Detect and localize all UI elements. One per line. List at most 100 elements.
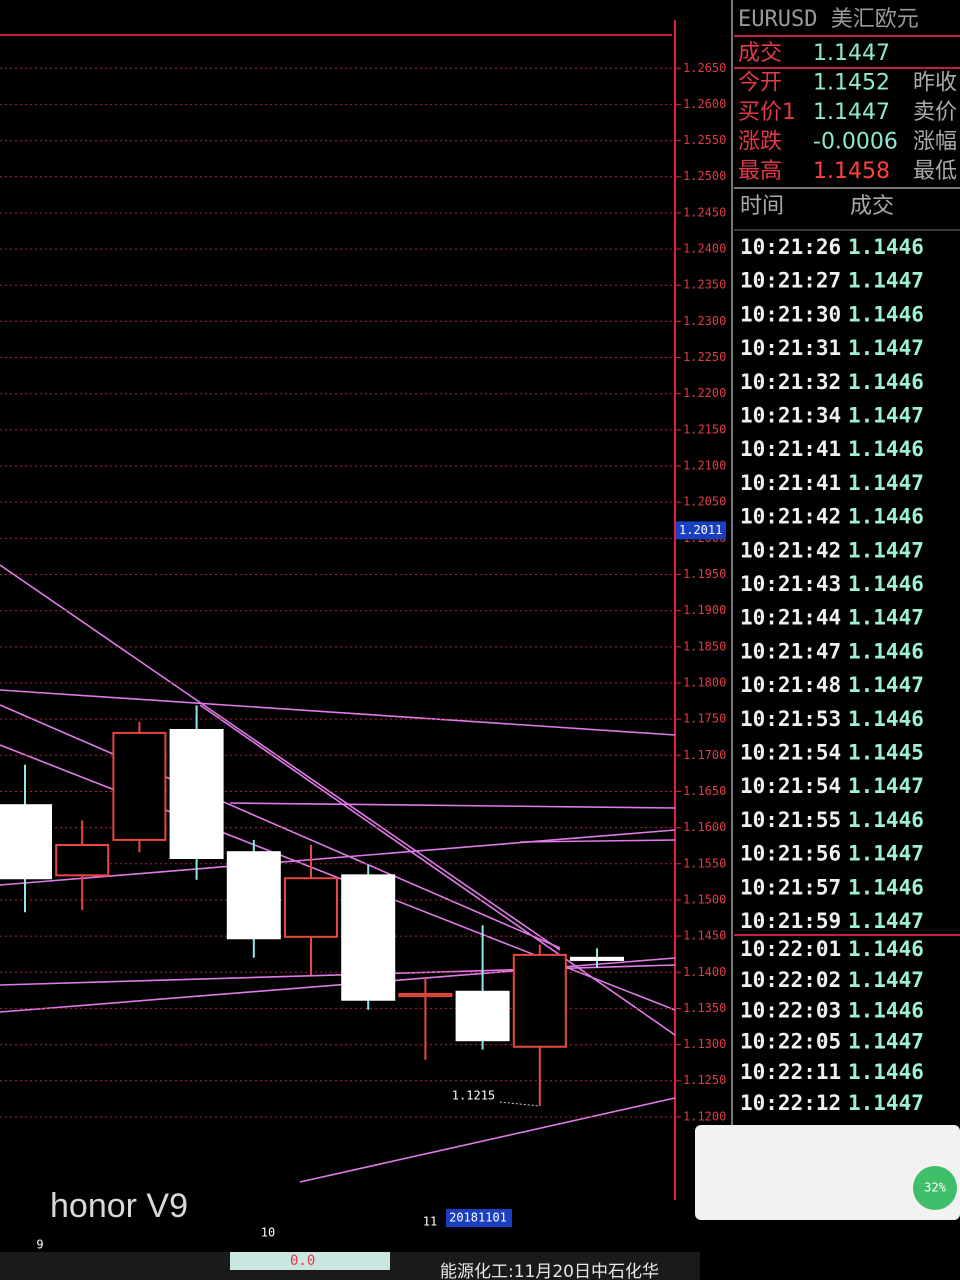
candle-body	[341, 874, 396, 1001]
popup	[695, 1125, 960, 1220]
y-tick-label: 1.1500	[683, 892, 726, 906]
y-tick-label: 1.1850	[683, 639, 726, 653]
tick-price: 1.1447	[848, 336, 924, 360]
tick-price: 1.1447	[848, 1029, 924, 1053]
tick-price: 1.1446	[848, 808, 924, 832]
tick-time: 10:22:11	[740, 1060, 841, 1084]
watermark: honor V9	[50, 1187, 188, 1225]
y-tick-label: 1.1600	[683, 820, 726, 834]
table-header: 成交	[850, 194, 894, 219]
y-tick-label: 1.2550	[683, 133, 726, 147]
candle-body	[398, 992, 453, 998]
tick-time: 10:21:43	[740, 572, 841, 596]
badge-text: 32%	[924, 1181, 946, 1195]
quote-value: 1.1447	[813, 100, 890, 125]
y-tick-label: 1.2650	[683, 61, 726, 75]
y-tick-label: 1.2450	[683, 205, 726, 219]
candle-body	[284, 877, 338, 938]
y-tick-label: 1.1650	[683, 784, 726, 798]
trend-line	[299, 1097, 676, 1183]
panel-title: EURUSD 美汇欧元	[738, 7, 919, 32]
tick-price: 1.1447	[848, 1091, 924, 1115]
y-tick-label: 1.1350	[683, 1001, 726, 1015]
y-tick-label: 1.2600	[683, 97, 726, 111]
tick-price: 1.1445	[848, 741, 924, 765]
tick-price: 1.1446	[848, 999, 924, 1023]
tick-time: 10:21:48	[740, 673, 841, 697]
tick-price: 1.1446	[848, 1060, 924, 1084]
x-tick-label: 10	[261, 1226, 275, 1240]
tick-price: 1.1447	[848, 269, 924, 293]
tick-price: 1.1447	[848, 673, 924, 697]
tick-time: 10:21:41	[740, 471, 841, 495]
quote-value: 1.1458	[813, 159, 890, 184]
y-tick-label: 1.2100	[683, 459, 726, 473]
tick-time: 10:21:54	[740, 774, 841, 798]
x-label-box	[446, 1209, 512, 1227]
tick-time: 10:21:41	[740, 437, 841, 461]
x-tick-label: 9	[36, 1238, 43, 1252]
y-tick-label: 1.2250	[683, 350, 726, 364]
trend-line	[229, 802, 676, 809]
last-price-box	[676, 521, 726, 540]
tick-price: 1.1447	[848, 471, 924, 495]
tick-time: 10:21:59	[740, 909, 841, 933]
quote-label: 最高	[738, 159, 782, 184]
y-tick-label: 1.1950	[683, 567, 726, 581]
quote-label: 买价1	[738, 100, 796, 125]
low-leader	[499, 1101, 540, 1107]
tick-time: 10:21:27	[740, 269, 841, 293]
candle-body	[169, 728, 224, 859]
y-tick-label: 1.1800	[683, 675, 726, 689]
y-tick-label: 1.1300	[683, 1037, 726, 1051]
y-tick-label: 1.1550	[683, 856, 726, 870]
candle-body	[570, 956, 624, 961]
tick-price: 1.1447	[848, 774, 924, 798]
tick-time: 10:21:42	[740, 505, 841, 529]
x-tick-label: 20181101	[449, 1211, 507, 1225]
tick-price: 1.1447	[848, 404, 924, 428]
y-tick-label: 1.2150	[683, 422, 726, 436]
tick-price: 1.1446	[848, 572, 924, 596]
tick-price: 1.1446	[848, 639, 924, 663]
trend-line	[519, 839, 676, 843]
tick-price: 1.1447	[848, 968, 924, 992]
quote-value: 1.1447	[813, 41, 890, 66]
tick-price: 1.1447	[848, 842, 924, 866]
tick-price: 1.1446	[848, 707, 924, 731]
quote-label: 成交	[738, 41, 782, 66]
last-price-label: 1.2011	[679, 523, 722, 537]
candle-body	[455, 990, 510, 1042]
y-tick-label: 1.1450	[683, 929, 726, 943]
badge	[913, 1166, 957, 1210]
trend-line	[0, 564, 561, 951]
tick-time: 10:21:44	[740, 606, 841, 630]
tick-time: 10:21:32	[740, 370, 841, 394]
tick-price: 1.1447	[848, 909, 924, 933]
tick-time: 10:21:34	[740, 404, 841, 428]
candle-body	[0, 804, 52, 880]
tick-time: 10:21:42	[740, 538, 841, 562]
low-label: 1.1215	[452, 1089, 495, 1103]
trend-line	[0, 689, 676, 736]
y-tick-label: 1.1700	[683, 748, 726, 762]
tick-time: 10:21:31	[740, 336, 841, 360]
value-box-text: 0.0	[290, 1253, 315, 1269]
tick-price: 1.1446	[848, 505, 924, 529]
candle-body	[226, 851, 281, 940]
y-tick-label: 1.1900	[683, 603, 726, 617]
tick-price: 1.1447	[848, 538, 924, 562]
candle-body	[55, 843, 110, 877]
tick-time: 10:22:01	[740, 937, 841, 961]
quote-value: 1.1452	[813, 71, 890, 96]
quote-label: 今开	[738, 71, 782, 96]
tick-price: 1.1446	[848, 437, 924, 461]
tick-time: 10:22:02	[740, 968, 841, 992]
y-tick-label: 1.1250	[683, 1073, 726, 1087]
trend-line	[199, 704, 676, 1036]
y-tick-label: 1.1750	[683, 712, 726, 726]
quote-value: -0.0006	[813, 130, 898, 155]
tick-time: 10:21:47	[740, 639, 841, 663]
tick-price: 1.1446	[848, 235, 924, 259]
